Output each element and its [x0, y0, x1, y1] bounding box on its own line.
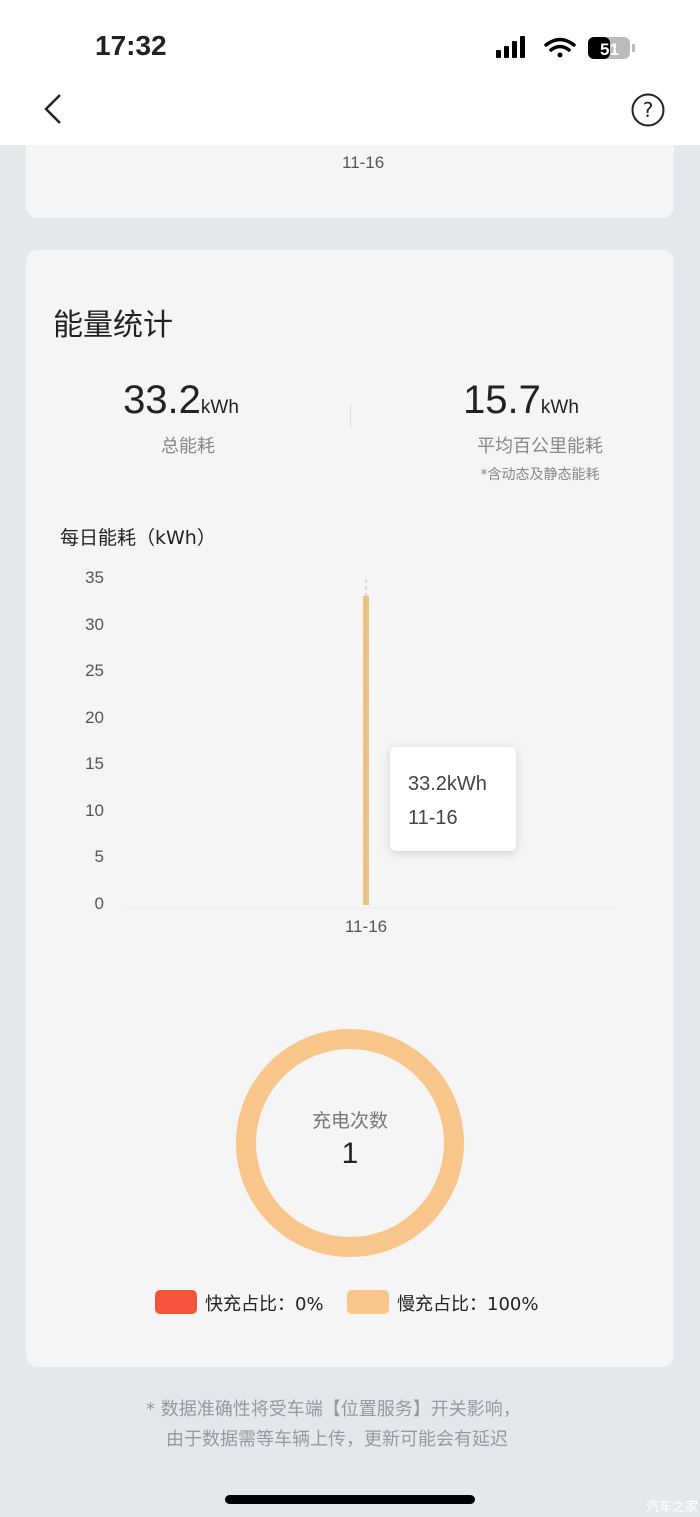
footer-note-1: * 数据准确性将受车端【位置服务】开关影响， [146, 1399, 521, 1420]
tooltip-date: 11-16 [408, 807, 458, 829]
y-tick-label: 10 [85, 800, 104, 820]
charging-count-label: 充电次数 [311, 1110, 388, 1132]
status-icons: 51 [496, 36, 635, 59]
svg-text:?: ? [643, 98, 654, 122]
total-label: 总能耗 [161, 436, 215, 457]
energy-card: 能量统计 33.2kWh 总能耗 15.7kWh 平均百公里能耗 *含动态及静态… [26, 250, 674, 1367]
home-indicator [225, 1495, 475, 1504]
slow-charge-swatch [347, 1290, 389, 1314]
y-tick-label: 15 [85, 754, 104, 774]
divider [350, 404, 351, 428]
help-button[interactable]: ? [630, 92, 666, 128]
wifi-icon [544, 37, 576, 58]
card-title: 能量统计 [53, 308, 173, 343]
y-tick-label: 0 [94, 894, 104, 913]
charging-donut [236, 1029, 464, 1257]
total-energy: 33.2kWh [66, 378, 296, 423]
status-time: 17:32 [95, 30, 167, 61]
y-tick-label: 5 [94, 847, 104, 867]
y-tick-label: 20 [85, 707, 104, 727]
chart-title: 每日能耗（kWh） [60, 527, 216, 549]
y-tick-label: 35 [85, 568, 104, 587]
fast-charge-legend: 快充占比：0% [205, 1294, 324, 1315]
header: 17:32 51 ? [0, 0, 700, 145]
svg-text:51: 51 [600, 40, 619, 59]
tooltip-value: 33.2kWh [408, 773, 487, 795]
footer-note-2: 由于数据需等车辆上传，更新可能会有延迟 [166, 1429, 508, 1450]
x-label: 11-16 [342, 153, 385, 172]
avg-value: 15.7 [463, 378, 541, 422]
back-button[interactable] [40, 93, 66, 125]
avg-unit: kWh [540, 397, 579, 418]
avg-label: 平均百公里能耗 [477, 436, 603, 457]
y-tick-label: 30 [85, 614, 104, 634]
fast-charge-swatch [155, 1290, 197, 1314]
avg-note: *含动态及静态能耗 [480, 467, 600, 483]
signal-icon [496, 36, 525, 58]
total-value: 33.2 [123, 378, 201, 422]
charging-count: 1 [341, 1137, 359, 1170]
slow-charge-legend: 慢充占比：100% [397, 1294, 539, 1315]
y-tick-label: 25 [85, 661, 104, 681]
x-tick-label: 11-16 [344, 917, 388, 936]
chart-tooltip: 33.2kWh 11-16 [390, 747, 516, 851]
avg-energy: 15.7kWh [396, 378, 646, 423]
battery-icon: 51 [588, 37, 635, 59]
watermark: 汽车之家 [646, 1500, 699, 1515]
donut-slow-segment [236, 1029, 464, 1257]
previous-chart-card: 11-16 [26, 145, 674, 218]
total-unit: kWh [200, 397, 239, 418]
